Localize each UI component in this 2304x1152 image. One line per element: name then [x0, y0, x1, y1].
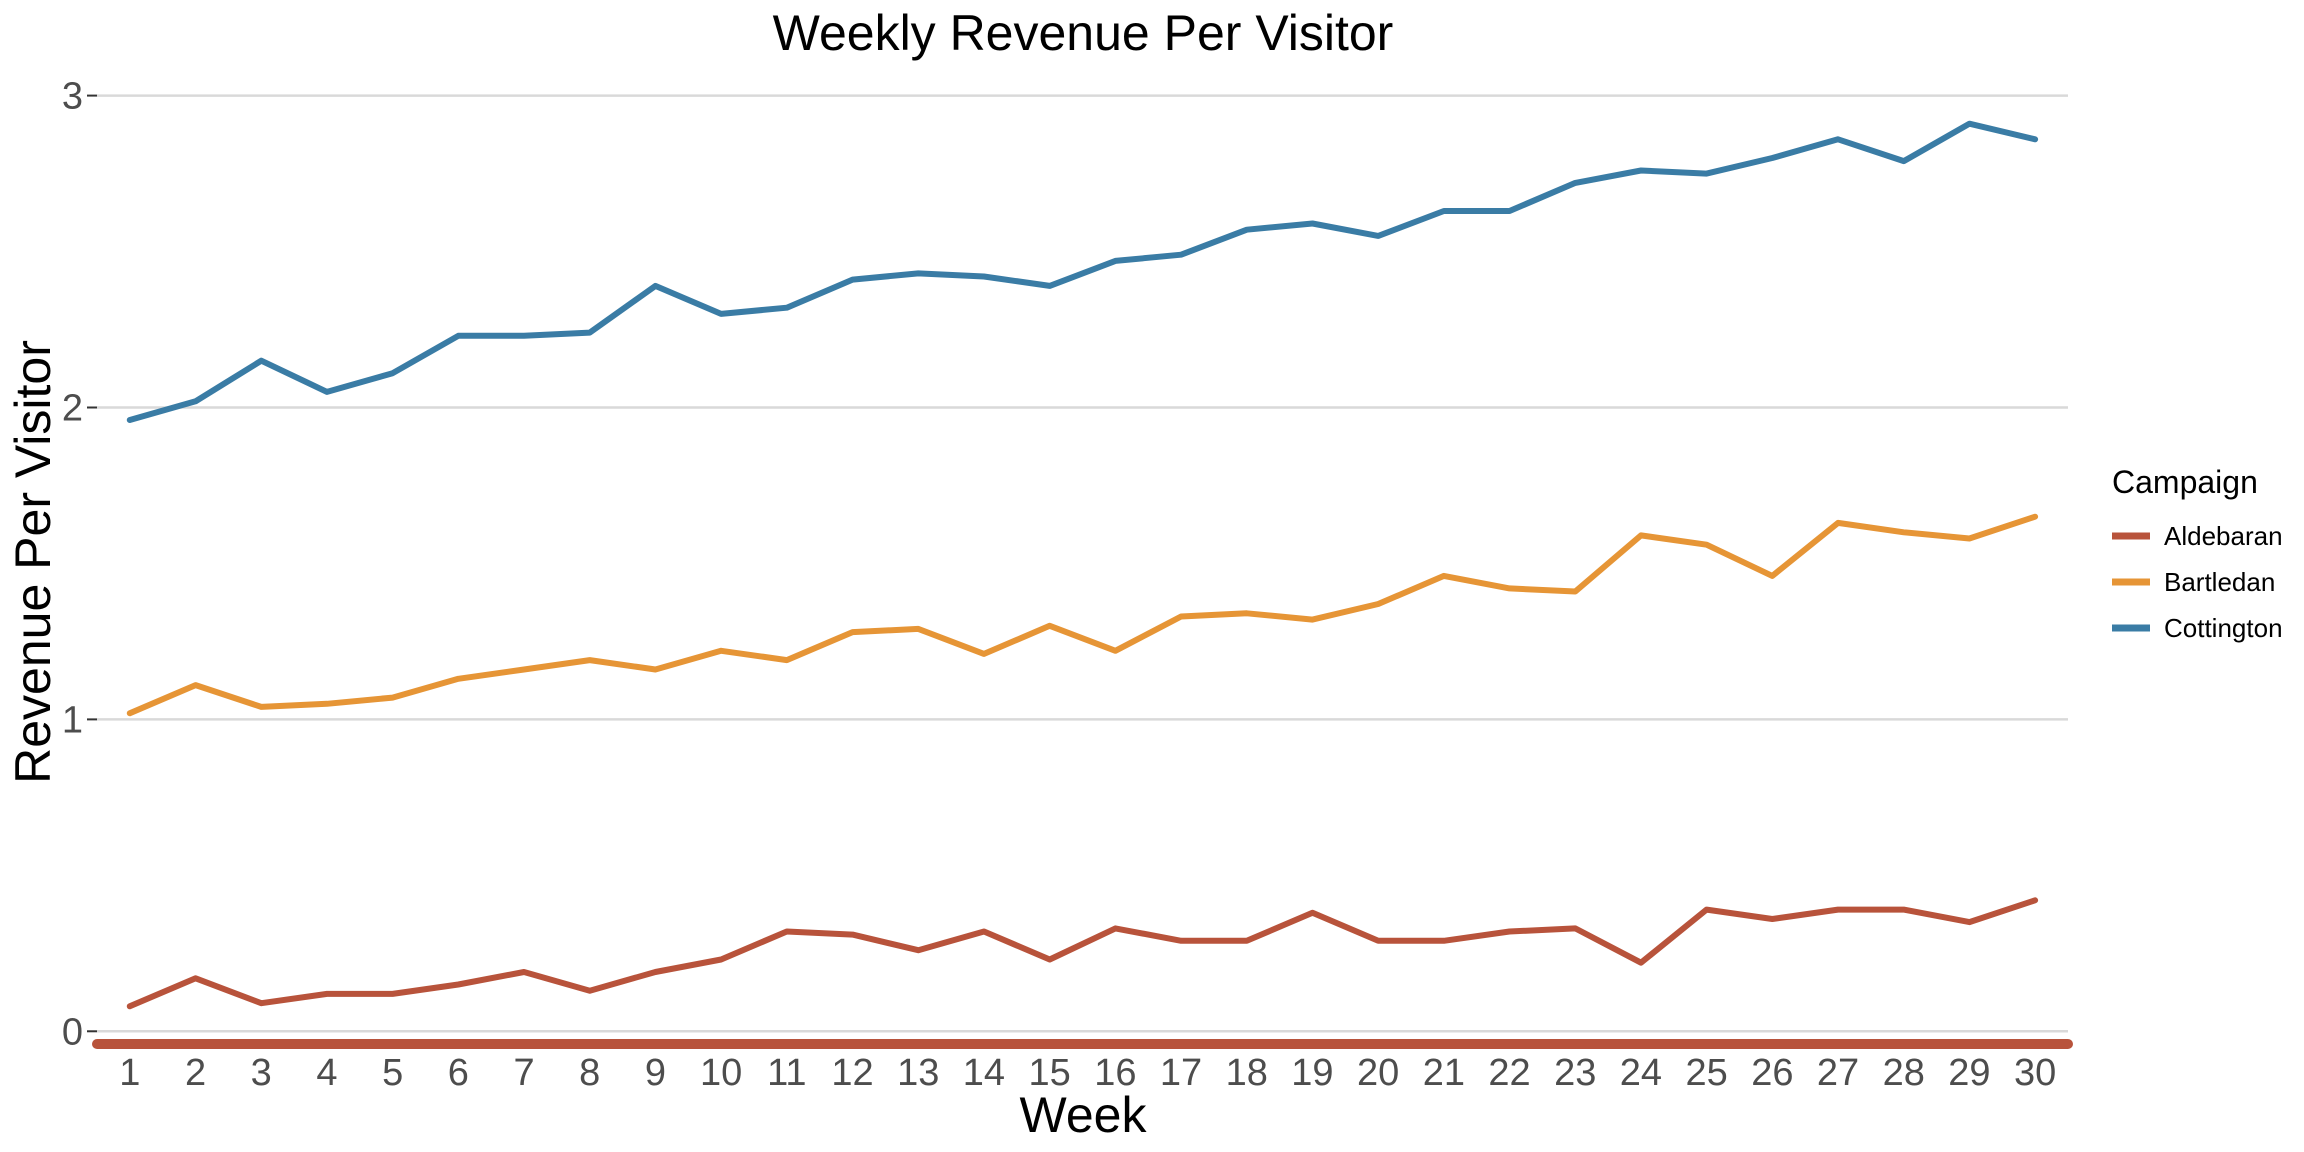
x-tick-label: 3: [251, 1052, 272, 1094]
legend-title: Campaign: [2112, 464, 2258, 500]
x-tick-label: 16: [1094, 1052, 1136, 1094]
x-tick-label: 9: [645, 1052, 666, 1094]
x-tick-label: 17: [1160, 1052, 1202, 1094]
series-lines: [126, 120, 2039, 1010]
y-tick-label: 3: [62, 76, 83, 118]
x-axis: 1 2 3 4 5 6 7 8 9 10 11 12 13 14 15 16 17 18 19 20 21 22 23 24 2…: [119, 1052, 2056, 1094]
x-tick-label: 19: [1291, 1052, 1333, 1094]
x-tick-label: 18: [1226, 1052, 1268, 1094]
gridlines: [97, 94, 2068, 1033]
x-tick-label: 29: [1948, 1052, 1990, 1094]
x-tick-label: 23: [1554, 1052, 1596, 1094]
x-tick-label: 28: [1883, 1052, 1925, 1094]
x-tick-label: 13: [897, 1052, 939, 1094]
y-axis-title: Revenue Per Visitor: [5, 340, 61, 784]
chart-title: Weekly Revenue Per Visitor: [773, 5, 1394, 61]
x-tick-label: 1: [119, 1052, 140, 1094]
x-tick-label: 2: [185, 1052, 206, 1094]
y-tick-label: 1: [62, 699, 83, 741]
series-line-aldebaran: [126, 897, 2039, 1010]
legend-items: Aldebaran Bartledan Cottington: [2112, 521, 2283, 643]
x-tick-label: 30: [2014, 1052, 2056, 1094]
legend-item-cottington: Cottington: [2112, 613, 2283, 643]
x-tick-label: 8: [579, 1052, 600, 1094]
series-line-cottington: [126, 120, 2039, 423]
x-tick-label: 11: [767, 1052, 806, 1094]
legend-item-aldebaran: Aldebaran: [2112, 521, 2283, 551]
x-tick-label: 12: [831, 1052, 873, 1094]
x-tick-label: 27: [1817, 1052, 1859, 1094]
x-tick-label: 5: [382, 1052, 403, 1094]
x-axis-title: Week: [1020, 1087, 1148, 1143]
legend-label: Aldebaran: [2164, 521, 2283, 551]
y-tick-label: 0: [62, 1011, 83, 1053]
x-tick-label: 7: [513, 1052, 534, 1094]
x-tick-label: 22: [1488, 1052, 1530, 1094]
legend-label: Cottington: [2164, 613, 2283, 643]
legend-label: Bartledan: [2164, 567, 2275, 597]
y-tick-label: 2: [62, 387, 83, 429]
x-tick-label: 10: [700, 1052, 742, 1094]
x-tick-label: 26: [1751, 1052, 1793, 1094]
series-line-bartledan: [126, 513, 2039, 717]
legend-item-bartledan: Bartledan: [2112, 567, 2275, 597]
x-tick-label: 25: [1686, 1052, 1728, 1094]
x-tick-label: 20: [1357, 1052, 1399, 1094]
y-axis: 0 1 2 3: [62, 76, 97, 1053]
x-tick-label: 14: [963, 1052, 1005, 1094]
x-tick-label: 6: [448, 1052, 469, 1094]
legend: Campaign Aldebaran Bartledan Cottington: [2112, 464, 2283, 643]
x-tick-label: 24: [1620, 1052, 1662, 1094]
x-tick-label: 21: [1423, 1052, 1465, 1094]
x-tick-label: 15: [1029, 1052, 1071, 1094]
x-tick-label: 4: [316, 1052, 337, 1094]
